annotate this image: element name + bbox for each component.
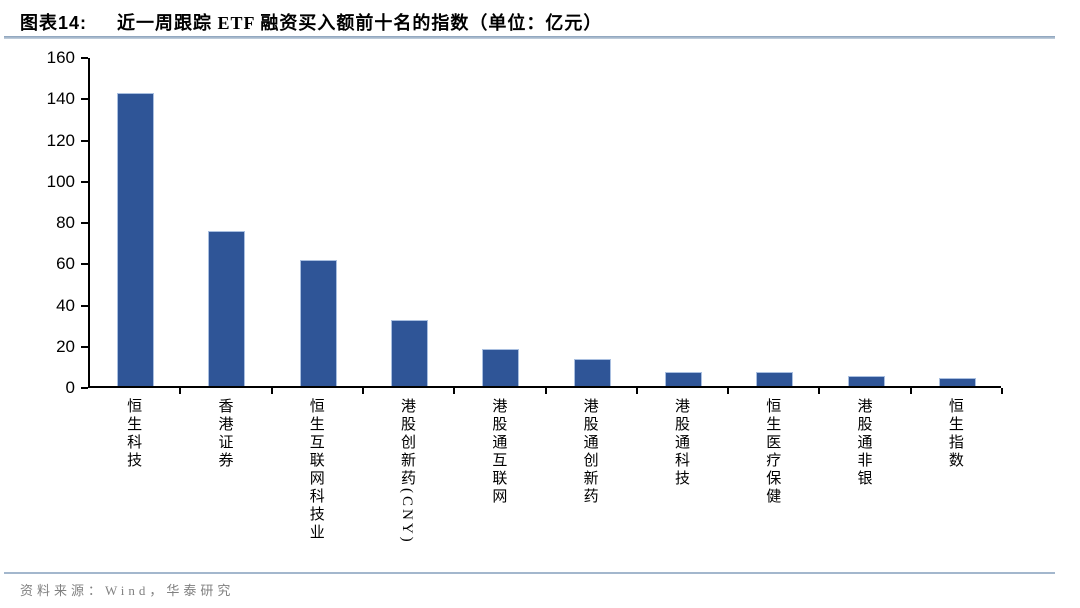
category-cell: 恒生科技 (88, 398, 179, 563)
x-axis-tick (270, 388, 273, 394)
bar (208, 231, 246, 386)
category-cell: 港股通科技 (636, 398, 727, 563)
y-axis-tick (81, 98, 88, 101)
bar (482, 348, 520, 386)
y-axis-tick (81, 345, 88, 348)
y-tick-label: 20 (56, 336, 75, 356)
y-axis-tick (81, 57, 88, 59)
category-label: 恒生互联网科技业 (307, 398, 324, 542)
category-label: 港股创新药(CNY) (399, 398, 416, 545)
y-axis-tick (81, 139, 88, 142)
y-axis-tick (81, 222, 88, 224)
category-label: 港股通互联网 (490, 398, 507, 506)
bar (664, 371, 702, 386)
category-cell: 港股创新药(CNY) (362, 398, 453, 563)
category-cell: 恒生医疗保健 (727, 398, 818, 563)
category-label: 恒生医疗保健 (764, 398, 781, 506)
x-axis-tick (1001, 388, 1003, 394)
x-axis-tick (544, 388, 547, 394)
x-axis-tick (818, 388, 821, 394)
y-axis-tick (81, 304, 88, 307)
footer-divider (4, 572, 1055, 574)
category-label: 香港证券 (216, 398, 233, 470)
x-axis-tick (179, 388, 182, 394)
category-label: 恒生科技 (125, 398, 142, 470)
category-label: 恒生指数 (946, 398, 963, 470)
y-tick-label: 80 (56, 213, 75, 232)
figure-header: 图表14: 近一周跟踪 ETF 融资买入额前十名的指数（单位：亿元） (20, 9, 602, 33)
plot-area (81, 57, 1003, 394)
category-cell: 恒生指数 (910, 398, 1001, 563)
category-cell: 港股通非银 (818, 398, 909, 563)
y-tick-label: 120 (46, 130, 75, 150)
x-axis-tick (361, 388, 364, 394)
category-cell: 香港证券 (179, 398, 270, 563)
bar-chart: 0 20 40 60 80 100 120 140 160 恒生科技 香港证券 恒生互联网科技业 港股… (46, 48, 1003, 563)
bar (573, 359, 611, 386)
source-note: 资料来源：Wind，华泰研究 (20, 583, 235, 598)
y-tick-label: 0 (65, 378, 75, 397)
bar (756, 371, 794, 386)
bar (938, 377, 976, 386)
figure-number-label: 图表14: (20, 13, 88, 33)
figure-title: 近一周跟踪 ETF 融资买入额前十名的指数（单位：亿元） (117, 13, 603, 33)
category-label: 港股通创新药 (581, 398, 598, 506)
bar (847, 375, 885, 386)
y-tick-label: 60 (56, 254, 75, 274)
category-cell: 港股通创新药 (545, 398, 636, 563)
category-label: 港股通非银 (855, 398, 872, 488)
bar (391, 320, 429, 386)
bar (299, 260, 337, 386)
y-axis-tick (81, 180, 88, 183)
y-axis-tick (81, 263, 88, 266)
x-axis-tick (727, 388, 730, 394)
y-tick-label: 40 (56, 295, 75, 315)
category-cell: 港股通互联网 (453, 398, 544, 563)
category-label: 港股通科技 (672, 398, 689, 488)
x-axis-labels: 恒生科技 香港证券 恒生互联网科技业 港股创新药(CNY) 港股通互联网 港股通创新药 港股… (88, 398, 1001, 563)
x-axis-tick (453, 388, 456, 394)
y-tick-label: 100 (46, 171, 75, 191)
y-axis-tick (81, 387, 88, 389)
x-axis-tick (635, 388, 638, 394)
bar (117, 93, 155, 386)
category-cell: 恒生互联网科技业 (271, 398, 362, 563)
header-divider (4, 36, 1055, 39)
x-axis-tick (909, 388, 912, 394)
y-tick-label: 160 (46, 48, 75, 67)
y-tick-label: 140 (46, 89, 75, 109)
